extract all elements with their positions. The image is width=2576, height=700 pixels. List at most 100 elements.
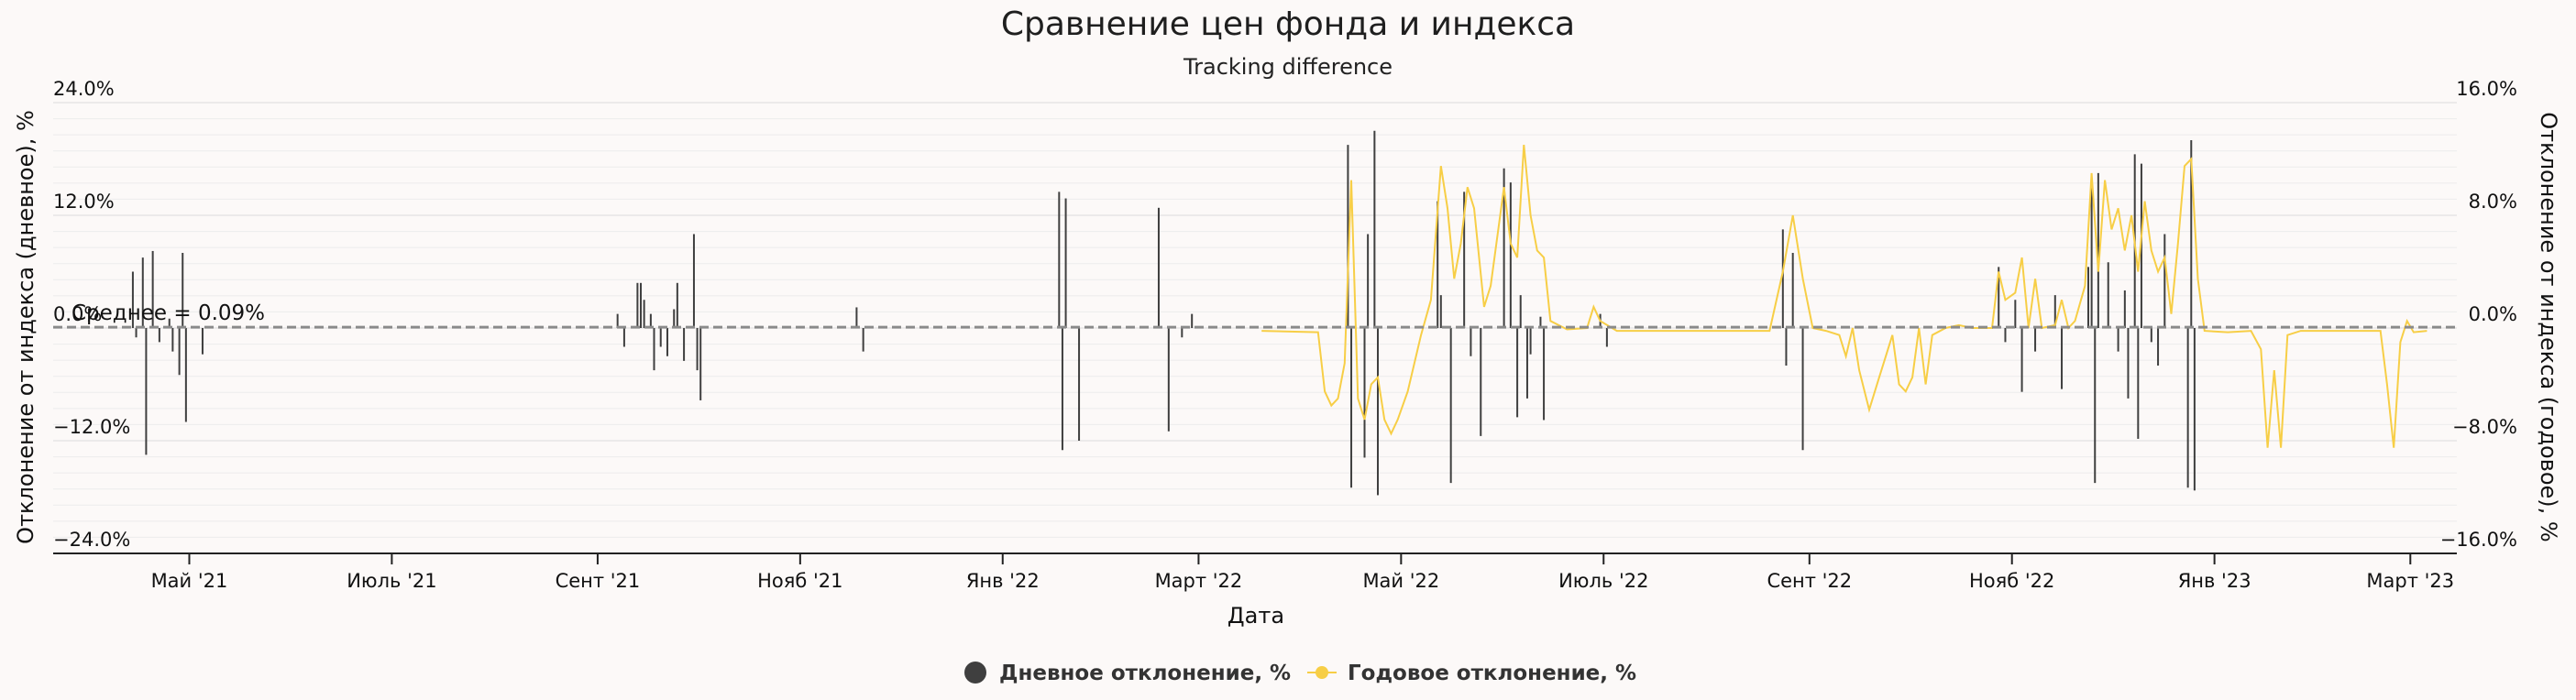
daily-bar	[1781, 229, 1784, 328]
daily-bar	[184, 328, 187, 422]
daily-bar	[699, 328, 702, 400]
daily-bar	[2137, 328, 2140, 439]
daily-bar	[168, 318, 171, 328]
daily-bar	[2094, 328, 2097, 484]
mean-line-group: Среднее = 0.09%	[53, 301, 2457, 329]
daily-bar	[2117, 328, 2119, 352]
daily-bar	[1157, 207, 1160, 328]
mean-label: Среднее = 0.09%	[72, 301, 265, 325]
daily-bar	[151, 250, 154, 328]
daily-bar	[2097, 172, 2099, 328]
left-tick-label: −24.0%	[53, 529, 130, 551]
daily-bar	[676, 282, 678, 328]
daily-bar	[135, 328, 138, 338]
x-tick-label: Март '23	[2366, 570, 2454, 592]
daily-bar	[862, 328, 864, 352]
daily-bar	[1061, 328, 1063, 451]
left-tick-label: 24.0%	[53, 78, 115, 100]
daily-bar	[2186, 328, 2189, 488]
daily-bar	[696, 328, 699, 371]
chart-title: Сравнение цен фонда и индекса	[1001, 5, 1575, 43]
daily-bar	[653, 328, 655, 371]
daily-bar	[640, 282, 643, 328]
daily-bar	[2157, 328, 2160, 366]
daily-bar	[2087, 267, 2090, 328]
daily-bar	[1539, 316, 1542, 328]
daily-bar	[1998, 267, 2000, 328]
legend: Дневное отклонение, % Годовое отклонение…	[964, 662, 1636, 685]
x-tick-label: Май '21	[151, 570, 228, 592]
daily-bar	[673, 309, 676, 328]
daily-bar	[1470, 328, 1472, 356]
daily-bar	[622, 328, 625, 347]
daily-bar	[1503, 168, 1505, 328]
daily-bar	[1167, 328, 1170, 432]
x-tick-label: Сент '22	[1767, 570, 1852, 592]
daily-bar	[1373, 130, 1376, 328]
daily-bar	[1480, 328, 1482, 436]
right-tick-label: −16.0%	[2440, 529, 2517, 551]
daily-bar	[1785, 328, 1788, 366]
daily-bar	[636, 282, 639, 328]
daily-bar	[1463, 191, 1466, 328]
left-axis-ticks: 24.0% 12.0% 0.0% −12.0% −24.0%	[53, 78, 130, 551]
daily-bar	[2061, 328, 2064, 389]
daily-bar	[855, 307, 858, 328]
left-tick-label: 12.0%	[53, 191, 115, 213]
legend-item-daily[interactable]: Дневное отклонение, %	[964, 662, 1291, 685]
x-tick-label: Янв '22	[966, 570, 1040, 592]
daily-bar	[1516, 328, 1519, 418]
daily-bar	[158, 328, 160, 343]
daily-bar	[666, 328, 668, 356]
x-tick-label: Нояб '21	[757, 570, 842, 592]
daily-bar	[1058, 191, 1061, 328]
daily-bar	[2150, 328, 2152, 343]
x-tick-label: Июль '22	[1558, 570, 1648, 592]
chart-subtitle: Tracking difference	[1183, 54, 1393, 80]
daily-bar	[1437, 201, 1439, 328]
daily-bar	[1525, 328, 1528, 399]
right-tick-label: −8.0%	[2452, 416, 2517, 438]
daily-bar	[643, 300, 645, 328]
daily-bar	[1181, 328, 1183, 338]
x-axis-title: Дата	[1227, 603, 1284, 629]
daily-bar	[2090, 187, 2093, 328]
right-tick-label: 0.0%	[2469, 303, 2517, 325]
daily-bar	[1064, 198, 1067, 328]
daily-bar	[1078, 328, 1081, 441]
daily-bar	[2034, 328, 2037, 352]
daily-bar	[1543, 328, 1546, 421]
daily-bar	[1439, 295, 1442, 328]
legend-item-annual[interactable]: Годовое отклонение, %	[1307, 662, 1636, 685]
daily-bar	[2123, 290, 2126, 328]
left-tick-label: −12.0%	[53, 416, 130, 438]
daily-bar	[692, 234, 695, 328]
daily-bar	[2004, 328, 2007, 343]
legend-annual-marker	[1316, 666, 1328, 679]
daily-bar	[2193, 328, 2196, 491]
legend-daily-label: Дневное отклонение, %	[999, 662, 1291, 685]
x-axis-ticks: Май '21 Июль '21 Сент '21 Нояб '21 Янв '22 Ма…	[151, 553, 2454, 592]
x-tick-label: Март '22	[1155, 570, 1243, 592]
left-tick-label: 0.0%	[53, 303, 102, 325]
daily-bar	[131, 271, 134, 328]
daily-bar	[2190, 140, 2193, 328]
daily-bar	[2014, 300, 2017, 328]
x-tick-label: Июль '21	[347, 570, 436, 592]
daily-bar	[1347, 145, 1349, 328]
daily-bar	[2107, 262, 2109, 328]
daily-bar	[659, 328, 662, 347]
daily-bar	[683, 328, 686, 361]
legend-daily-marker	[964, 662, 986, 684]
daily-bar	[1605, 328, 1608, 347]
daily-bar	[1509, 182, 1512, 328]
left-axis-title: Отклонение от индекса (дневное), %	[13, 110, 39, 544]
daily-bar	[2163, 234, 2166, 328]
daily-bar	[1363, 328, 1366, 458]
daily-bar	[182, 253, 184, 328]
daily-bar	[201, 328, 204, 355]
x-tick-label: Янв '23	[2178, 570, 2251, 592]
daily-bar	[1376, 328, 1379, 496]
daily-bar	[2127, 328, 2130, 399]
